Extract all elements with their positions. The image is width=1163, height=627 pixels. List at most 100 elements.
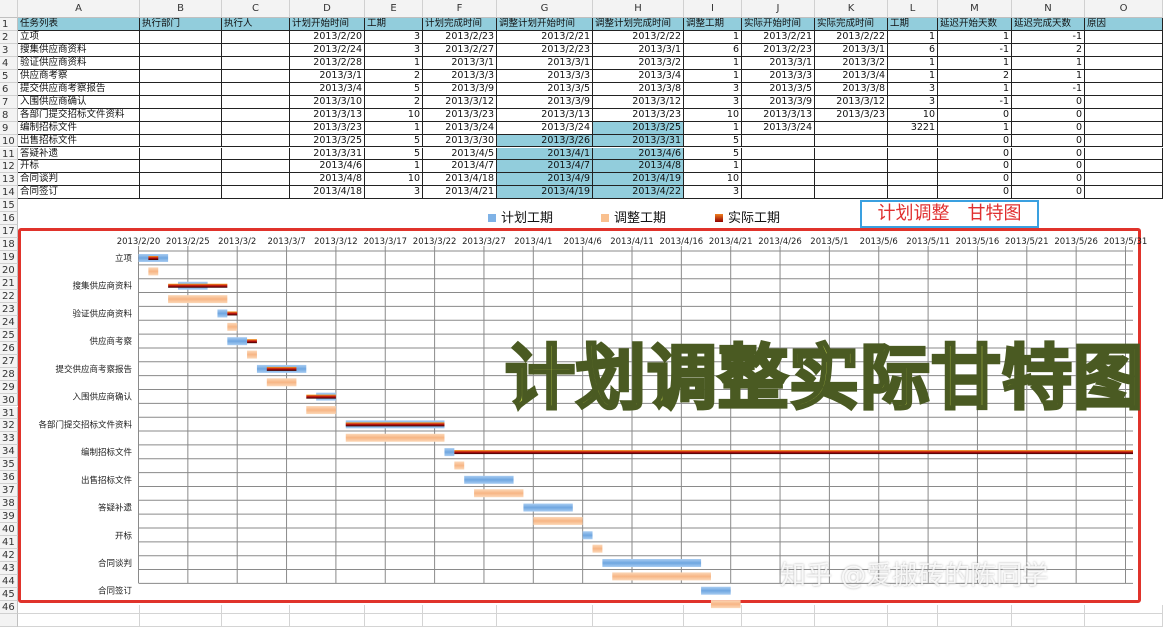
cell-I1[interactable]: 调整工期 xyxy=(684,18,742,31)
cell-C10[interactable] xyxy=(222,134,290,148)
cell-A9[interactable]: 编制招标文件 xyxy=(18,121,140,135)
cell-E3[interactable]: 3 xyxy=(365,43,423,57)
row-header-22[interactable]: 22 xyxy=(0,289,18,303)
cell-A10[interactable]: 出售招标文件 xyxy=(18,134,140,148)
cell-D10[interactable]: 2013/3/25 xyxy=(290,134,365,148)
cell-J6[interactable]: 2013/3/5 xyxy=(742,82,815,96)
row-header-7[interactable]: 7 xyxy=(0,95,18,109)
cell-F46[interactable] xyxy=(423,600,497,614)
cell-H2[interactable]: 2013/2/22 xyxy=(593,30,684,44)
cell-F13[interactable]: 2013/4/18 xyxy=(423,173,497,187)
cell-E14[interactable]: 3 xyxy=(365,186,423,200)
cell-M9[interactable]: 1 xyxy=(938,121,1012,135)
row-header-2[interactable]: 2 xyxy=(0,30,18,44)
cell-L4[interactable]: 1 xyxy=(888,56,938,70)
row-header-41[interactable]: 41 xyxy=(0,536,18,549)
cell-N10[interactable]: 0 xyxy=(1012,134,1085,148)
cell-N4[interactable]: 1 xyxy=(1012,56,1085,70)
cell-E8[interactable]: 10 xyxy=(365,108,423,122)
cell-K6[interactable]: 2013/3/8 xyxy=(815,82,888,96)
cell-H8[interactable]: 2013/3/23 xyxy=(593,108,684,122)
chart-title-box[interactable]: 计划调整 甘特图 xyxy=(860,200,1039,228)
cell-I14[interactable]: 3 xyxy=(684,186,742,200)
cell-B9[interactable] xyxy=(140,121,222,135)
cell-B14[interactable] xyxy=(140,186,222,200)
cell-K1[interactable]: 实际完成时间 xyxy=(815,18,888,31)
cell-A5[interactable]: 供应商考察 xyxy=(18,69,140,83)
cell-A13[interactable]: 合同谈判 xyxy=(18,173,140,187)
column-header-M[interactable]: M xyxy=(938,0,1012,18)
cell-I3[interactable]: 6 xyxy=(684,43,742,57)
cell-M5[interactable]: 2 xyxy=(938,69,1012,83)
cell-K2[interactable]: 2013/2/22 xyxy=(815,30,888,44)
cell-N12[interactable]: 0 xyxy=(1012,160,1085,174)
cell-D2[interactable]: 2013/2/20 xyxy=(290,30,365,44)
row-header-34[interactable]: 34 xyxy=(0,445,18,459)
cell-B13[interactable] xyxy=(140,173,222,187)
cell-N3[interactable]: 2 xyxy=(1012,43,1085,57)
cell-H7[interactable]: 2013/3/12 xyxy=(593,95,684,109)
cell-H14[interactable]: 2013/4/22 xyxy=(593,186,684,200)
row-header-8[interactable]: 8 xyxy=(0,108,18,122)
row-header-43[interactable]: 43 xyxy=(0,561,18,575)
cell-C7[interactable] xyxy=(222,95,290,109)
cell-K12[interactable] xyxy=(815,160,888,174)
cell-G7[interactable]: 2013/3/9 xyxy=(497,95,593,109)
cell-M6[interactable]: 1 xyxy=(938,82,1012,96)
cell-H6[interactable]: 2013/3/8 xyxy=(593,82,684,96)
cell-D12[interactable]: 2013/4/6 xyxy=(290,160,365,174)
row-header-4[interactable]: 4 xyxy=(0,56,18,70)
cell-K3[interactable]: 2013/3/1 xyxy=(815,43,888,57)
cell-C14[interactable] xyxy=(222,186,290,200)
row-header-37[interactable]: 37 xyxy=(0,484,18,498)
cell-L12[interactable] xyxy=(888,160,938,174)
cell-A8[interactable]: 各部门提交招标文件资料 xyxy=(18,108,140,122)
cell-G8[interactable]: 2013/3/13 xyxy=(497,108,593,122)
cell-B46[interactable] xyxy=(140,600,222,614)
column-header-C[interactable]: C xyxy=(222,0,290,18)
cell-N46[interactable] xyxy=(1012,600,1085,614)
cell-G11[interactable]: 2013/4/1 xyxy=(497,147,593,161)
column-header-L[interactable]: L xyxy=(888,0,938,18)
cell-M4[interactable]: 1 xyxy=(938,56,1012,70)
row-header-21[interactable]: 21 xyxy=(0,277,18,290)
cell-E1[interactable]: 工期 xyxy=(365,18,423,31)
row-header-35[interactable]: 35 xyxy=(0,458,18,472)
cell-G2[interactable]: 2013/2/21 xyxy=(497,30,593,44)
column-header-D[interactable]: D xyxy=(290,0,365,18)
cell-G6[interactable]: 2013/3/5 xyxy=(497,82,593,96)
cell-B3[interactable] xyxy=(140,43,222,57)
cell-E12[interactable]: 1 xyxy=(365,160,423,174)
column-header-B[interactable]: B xyxy=(140,0,222,18)
cell-H12[interactable]: 2013/4/8 xyxy=(593,160,684,174)
cell-E6[interactable]: 5 xyxy=(365,82,423,96)
row-header-19[interactable]: 19 xyxy=(0,251,18,265)
column-header-J[interactable]: J xyxy=(742,0,815,18)
cell-I12[interactable]: 1 xyxy=(684,160,742,174)
row-header-46[interactable]: 46 xyxy=(0,600,18,614)
cell-G10[interactable]: 2013/3/26 xyxy=(497,134,593,148)
cell-N2[interactable]: -1 xyxy=(1012,30,1085,44)
column-header-F[interactable]: F xyxy=(423,0,497,18)
cell-C1[interactable]: 执行人 xyxy=(222,18,290,31)
cell-C46[interactable] xyxy=(222,600,290,614)
cell-F10[interactable]: 2013/3/30 xyxy=(423,134,497,148)
cell-B12[interactable] xyxy=(140,160,222,174)
cell-E46[interactable] xyxy=(365,600,423,614)
cell-F12[interactable]: 2013/4/7 xyxy=(423,160,497,174)
cell-J11[interactable] xyxy=(742,147,815,161)
column-header-K[interactable]: K xyxy=(815,0,888,18)
cell-J46[interactable] xyxy=(742,600,815,614)
cell-M2[interactable]: 1 xyxy=(938,30,1012,44)
cell-J1[interactable]: 实际开始时间 xyxy=(742,18,815,31)
cell-M10[interactable]: 0 xyxy=(938,134,1012,148)
cell-M46[interactable] xyxy=(938,600,1012,614)
cell-K7[interactable]: 2013/3/12 xyxy=(815,95,888,109)
cell-H4[interactable]: 2013/3/2 xyxy=(593,56,684,70)
cell-D1[interactable]: 计划开始时间 xyxy=(290,18,365,31)
cell-D46[interactable] xyxy=(290,600,365,614)
cell-G9[interactable]: 2013/3/24 xyxy=(497,121,593,135)
cell-C9[interactable] xyxy=(222,121,290,135)
row-header-14[interactable]: 14 xyxy=(0,186,18,200)
cell-J10[interactable] xyxy=(742,134,815,148)
